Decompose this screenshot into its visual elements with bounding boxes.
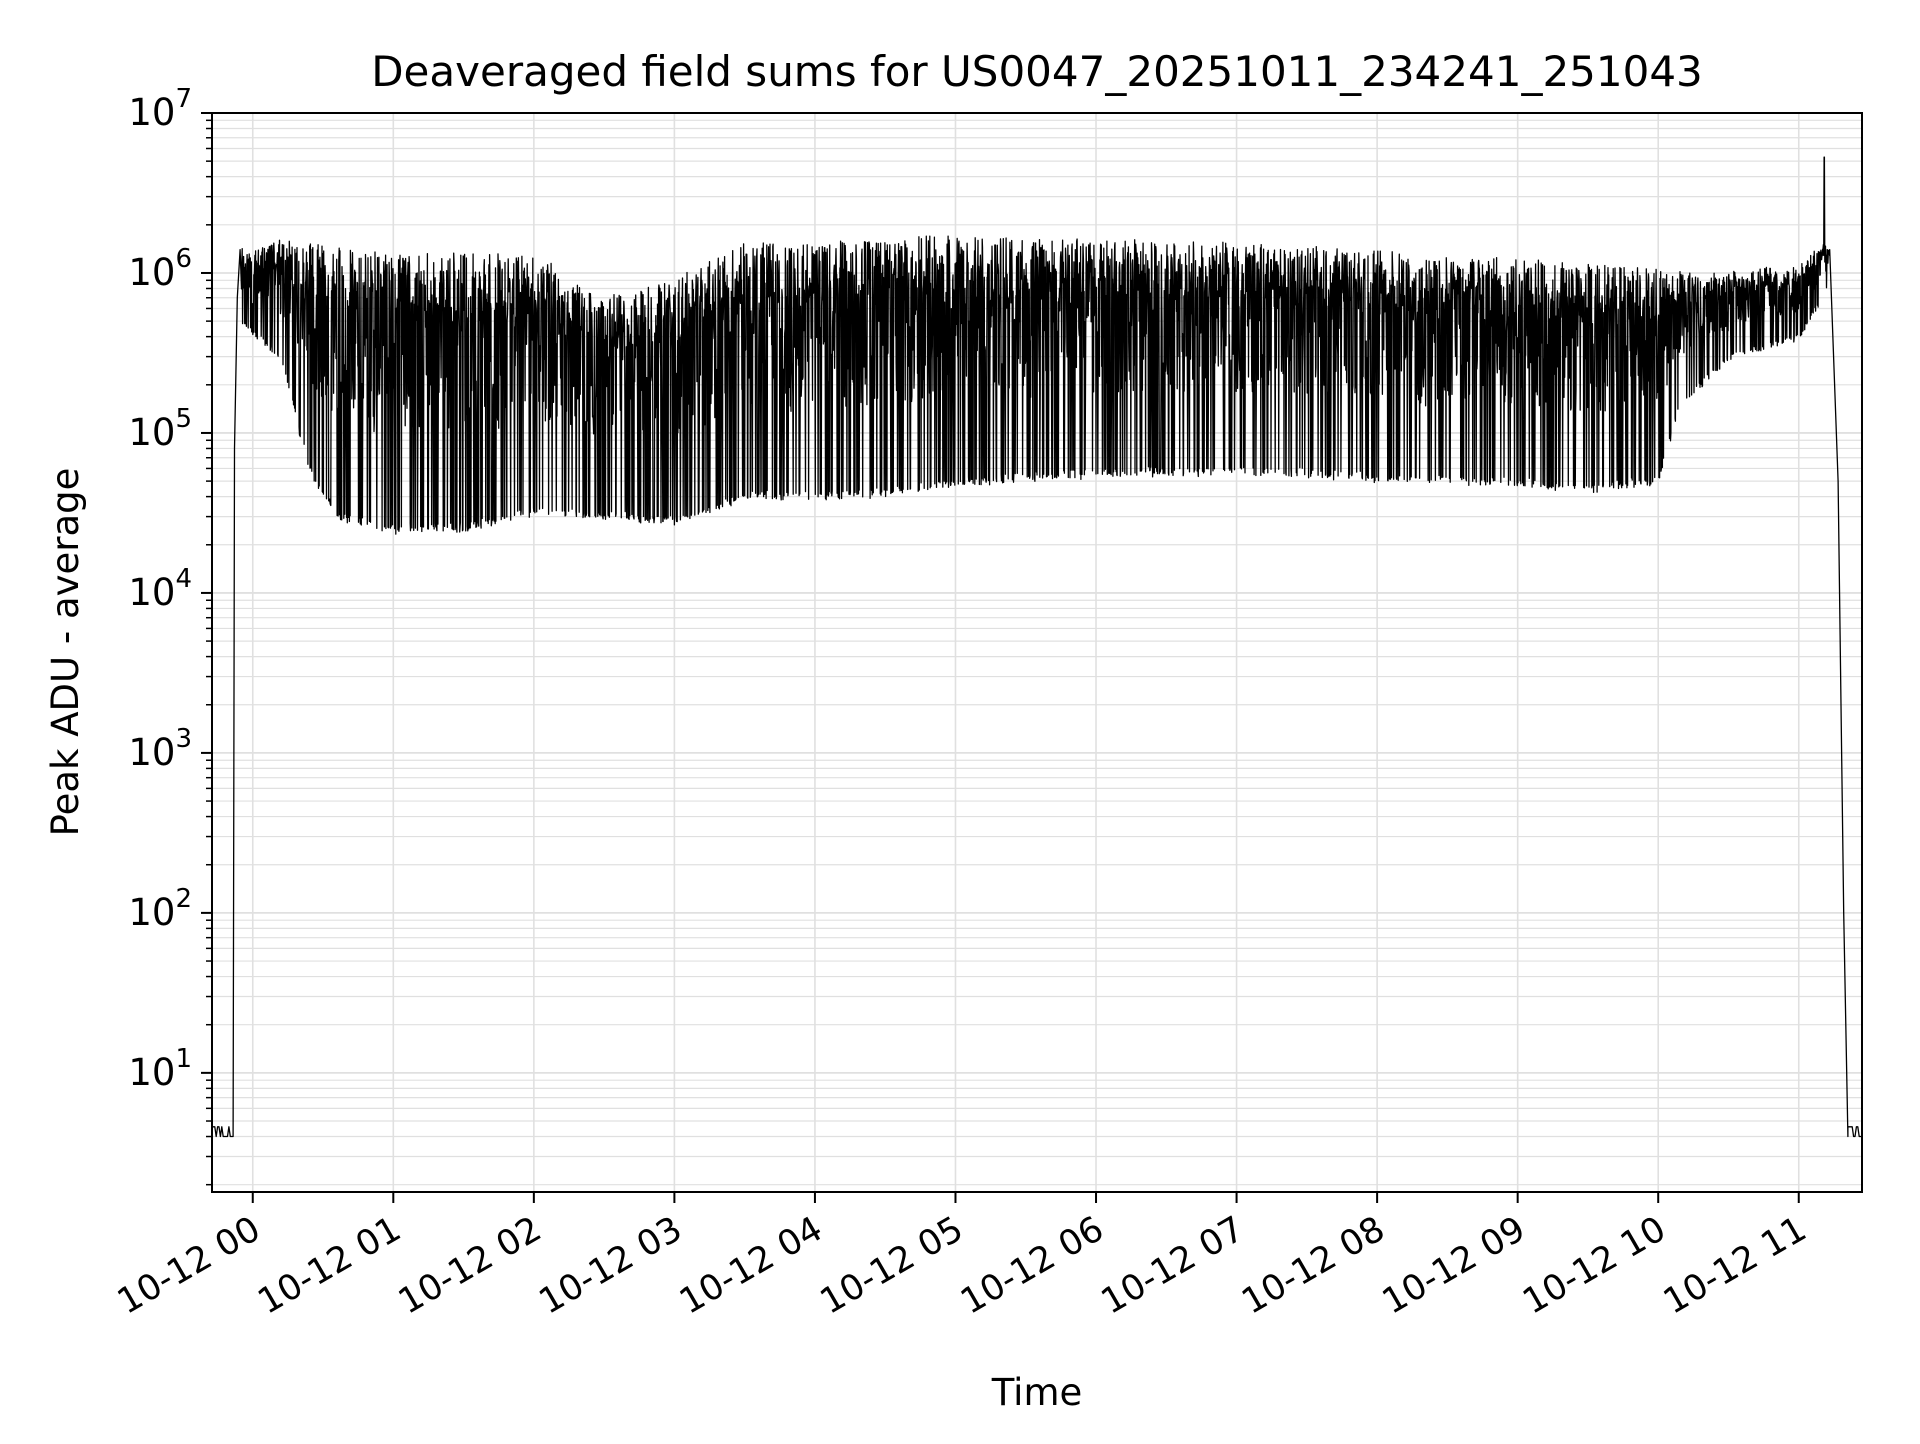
y-tick-base: 10 — [128, 891, 175, 934]
y-tick-label: 106 — [128, 244, 192, 294]
y-tick-exponent: 5 — [175, 404, 192, 434]
y-tick-exponent: 1 — [175, 1044, 192, 1074]
y-tick-base: 10 — [128, 251, 175, 294]
y-tick-exponent: 4 — [175, 564, 192, 594]
series-line-field-sums — [212, 156, 1862, 1138]
y-tick-base: 10 — [128, 571, 175, 614]
y-tick-exponent: 3 — [175, 724, 192, 754]
y-tick-base: 10 — [128, 1051, 175, 1094]
x-axis-label: Time — [991, 1371, 1083, 1414]
y-tick-exponent: 7 — [175, 84, 192, 114]
y-tick-label: 105 — [128, 404, 192, 454]
y-tick-base: 10 — [128, 731, 175, 774]
chart-title: Deaveraged field sums for US0047_2025101… — [371, 47, 1703, 96]
y-axis-label: Peak ADU - average — [44, 468, 87, 837]
data-layer — [212, 156, 1862, 1138]
y-tick-label: 107 — [128, 84, 192, 134]
y-tick-label: 103 — [128, 724, 192, 774]
plot-frame — [211, 112, 1863, 1193]
y-tick-base: 10 — [128, 91, 175, 134]
y-tick-label: 101 — [128, 1044, 192, 1094]
y-tick-base: 10 — [128, 411, 175, 454]
y-tick-label: 102 — [128, 884, 192, 934]
y-tick-exponent: 2 — [175, 884, 192, 914]
y-tick-exponent: 6 — [175, 244, 192, 274]
y-tick-label: 104 — [128, 564, 192, 614]
